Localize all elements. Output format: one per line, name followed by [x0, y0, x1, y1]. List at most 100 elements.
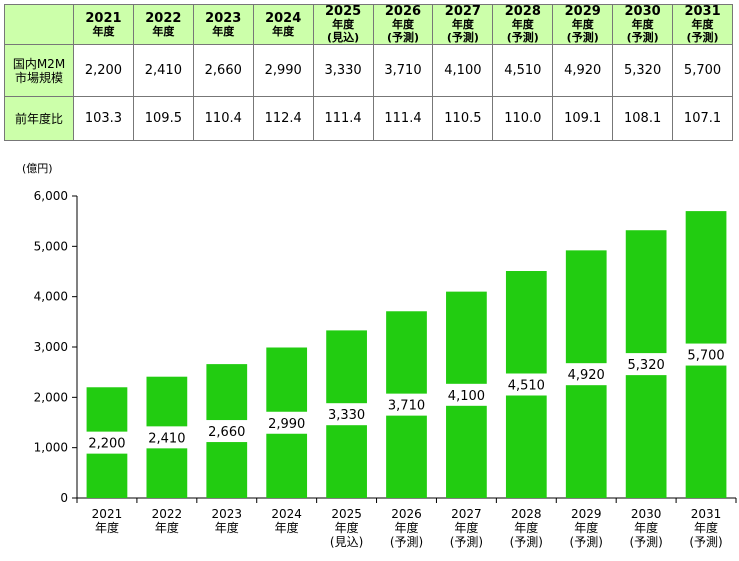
x-tick-label: (予測): [450, 535, 483, 549]
data-label: 4,100: [448, 389, 485, 404]
table-cell: 110.0: [492, 96, 554, 141]
table-col-header-line: (予測): [686, 31, 719, 44]
data-label-box: [385, 393, 428, 416]
table-col-header-line: 2023: [205, 10, 242, 26]
data-label: 5,700: [687, 349, 724, 364]
table-col-header-line: 2027: [444, 4, 481, 19]
data-label-box: [685, 343, 728, 366]
table-row-header-line: 国内M2M: [12, 56, 66, 71]
data-label: 2,660: [208, 425, 245, 440]
table-cell: 108.1: [612, 96, 674, 141]
table-cell: 109.5: [132, 96, 194, 141]
data-label: 4,920: [568, 368, 605, 383]
table-col-header-line: 年度: [571, 18, 594, 31]
table-col-header-line: 年度: [212, 24, 235, 38]
data-label-box: [85, 431, 128, 454]
x-tick-label: 年度: [335, 520, 359, 535]
x-tick-label: (予測): [390, 535, 423, 549]
x-tick-label: 年度: [694, 520, 718, 535]
x-tick-label: 年度: [215, 520, 239, 535]
table-col-header-line: (予測): [386, 31, 420, 44]
table-col-header-line: (予測): [506, 31, 539, 44]
table-col-header-line: 年度: [691, 18, 714, 31]
table-row-header-line: 市場規模: [14, 70, 63, 85]
table-col-header-line: 年度: [152, 24, 175, 38]
x-tick-label: (予測): [629, 535, 662, 549]
table-cell: 3,330: [312, 43, 374, 98]
table-col-header: 2026 年度 (予測): [372, 4, 434, 45]
data-label-box: [265, 411, 308, 434]
y-tick-label: 3,000: [34, 340, 68, 354]
x-tick-label: 年度: [574, 520, 598, 535]
table-cell: 4,920: [552, 43, 614, 98]
x-tick-label: 2023: [211, 507, 242, 521]
y-tick-label: 0: [60, 491, 68, 505]
table-col-header-line: 年度: [391, 18, 414, 31]
table-cell: 107.1: [672, 96, 733, 141]
table-col-header-line: 2022: [145, 10, 182, 26]
table-col-header-line: 年度: [92, 24, 115, 38]
data-label: 4,510: [508, 378, 545, 393]
table-cell: 2,200: [73, 43, 134, 98]
x-tick-label: (予測): [689, 535, 722, 549]
x-tick-label: 2031: [691, 507, 722, 521]
table-col-header-line: (見込): [327, 31, 360, 44]
table-col-header-line: (予測): [566, 31, 599, 44]
table-col-header: 2023 年度: [192, 4, 254, 45]
y-tick-label: 5,000: [34, 239, 68, 253]
data-label: 2,990: [268, 417, 305, 432]
x-tick-label: (見込): [330, 535, 363, 549]
table-cell: 2,660: [192, 43, 254, 98]
y-tick-label: 6,000: [34, 189, 68, 203]
table-col-header: 2027 年度 (予測): [432, 4, 494, 45]
table-col-header-line: (予測): [626, 31, 659, 44]
x-tick-label: (予測): [510, 535, 543, 549]
table-cell: 5,700: [672, 43, 733, 98]
table-cell: 5,320: [612, 43, 674, 98]
x-tick-label: 年度: [275, 520, 299, 535]
table-header-row: 2021 年度 2022 年度 2023 年度 2024 年度 2025 年度 (見込) 2026 年度…: [4, 4, 733, 45]
x-tick-label: 年度: [514, 520, 538, 535]
x-tick-label: (予測): [570, 535, 603, 549]
data-label-box: [625, 353, 668, 376]
table-col-header-line: 年度: [332, 18, 355, 31]
table-row-header-line: 前年度比: [14, 111, 63, 126]
table-row-header: 前年度比: [4, 96, 74, 141]
x-tick-label: 2025: [331, 507, 362, 521]
y-tick-label: 4,000: [34, 290, 68, 304]
data-label-box: [325, 403, 368, 426]
x-tick-label: 年度: [394, 520, 418, 535]
data-label: 5,320: [628, 358, 665, 373]
table-col-header-line: 2024: [265, 10, 302, 26]
table-col-header-line: (予測): [446, 31, 479, 44]
table-col-header: 2031 年度 (予測): [672, 4, 733, 45]
x-tick-label: 2022: [152, 507, 183, 521]
data-label-box: [505, 373, 548, 396]
data-label: 3,330: [328, 408, 365, 423]
table-cell: 111.4: [372, 96, 434, 141]
x-tick-label: 2027: [451, 507, 482, 521]
table-cell: 111.4: [312, 96, 374, 141]
data-table: 2021 年度 2022 年度 2023 年度 2024 年度 2025 年度 (見込) 2026 年度…: [4, 4, 733, 141]
table-cell: 2,990: [252, 43, 314, 98]
table-row: 前年度比 103.3 109.5 110.4 112.4 111.4 111.4 110.5 1…: [4, 96, 733, 141]
table-row: 国内M2M 市場規模 2,200 2,410 2,660 2,990 3,330 3,710 4…: [4, 43, 733, 98]
data-label-box: [565, 363, 608, 386]
table-cell: 2,410: [132, 43, 194, 98]
data-label-box: [145, 426, 188, 449]
table-col-header-line: 2026: [384, 4, 422, 19]
x-tick-label: 2026: [391, 507, 422, 521]
table-col-header-line: 2028: [504, 4, 541, 19]
x-tick-label: 年度: [155, 520, 179, 535]
table-cell: 110.5: [432, 96, 494, 141]
table-col-header-line: 2030: [624, 4, 661, 19]
data-label-box: [445, 383, 488, 406]
y-tick-label: 1,000: [34, 441, 68, 455]
table-col-header-line: 2031: [684, 4, 721, 19]
table-col-header: 2030 年度 (予測): [612, 4, 674, 45]
table-col-header: 2028 年度 (予測): [492, 4, 554, 45]
table-cell: 112.4: [252, 96, 314, 141]
table-col-header-line: 年度: [272, 24, 295, 38]
x-tick-label: 2024: [271, 507, 302, 521]
